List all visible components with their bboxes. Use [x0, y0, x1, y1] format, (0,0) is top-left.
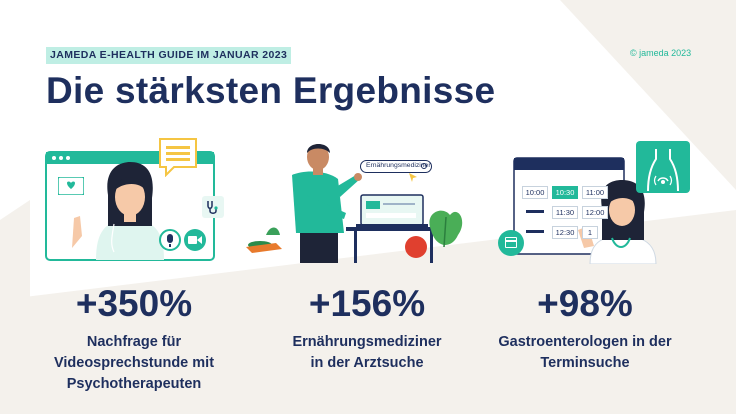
time-slot-selected[interactable]: 10:30	[552, 186, 578, 199]
search-query: Ernährungsmediziner	[366, 162, 431, 169]
search-box[interactable]: Ernährungsmediziner	[360, 160, 432, 173]
stat-line: Terminsuche	[540, 355, 630, 371]
page-title: Die stärksten Ergebnisse	[46, 70, 496, 111]
stat-nutrition-doctor: +156% Ernährungsmediziner in der Arztsuc…	[252, 284, 482, 374]
stat-value: +98%	[537, 283, 633, 324]
copyright-note: © jameda 2023	[630, 48, 692, 58]
guide-tag: JAMEDA E-HEALTH GUIDE IM JANUAR 2023	[46, 47, 292, 64]
video-camera-icon[interactable]	[184, 229, 206, 251]
cursor-icon	[409, 173, 417, 182]
stat-value: +350%	[75, 283, 193, 324]
stat-line: Psychotherapeuten	[66, 376, 202, 392]
chat-bubble-icon	[159, 138, 197, 177]
stat-value: +156%	[308, 283, 426, 324]
stat-line: Gastroenterologen in der	[498, 334, 672, 350]
stethoscope-icon	[202, 196, 224, 218]
calendar-icon	[498, 230, 524, 256]
stat-description: Ernährungsmediziner in der Arztsuche	[252, 332, 482, 374]
stat-line: Videosprechstunde mit	[53, 355, 215, 371]
body-scan-icon	[636, 141, 690, 193]
stat-description: Nachfrage für Videosprechstunde mit Psyc…	[19, 332, 249, 395]
microphone-icon[interactable]	[159, 229, 181, 251]
stat-description: Gastroenterologen in der Terminsuche	[470, 332, 700, 374]
slot-placeholder	[526, 230, 544, 233]
time-slot[interactable]: 12:30	[552, 226, 578, 239]
stat-video-consultation: +350% Nachfrage für Videosprechstunde mi…	[19, 284, 249, 395]
time-slot[interactable]: 11:30	[552, 206, 578, 219]
time-slot[interactable]: 10:00	[522, 186, 548, 199]
time-slot[interactable]: 11:00	[582, 186, 608, 199]
stat-line: in der Arztsuche	[310, 355, 424, 371]
nutrition-search-illustration	[246, 144, 463, 263]
time-slot[interactable]: 12:00	[582, 206, 608, 219]
heart-monitor-icon	[58, 177, 84, 195]
time-slot[interactable]: 1	[582, 226, 598, 239]
stat-gastroenterologist: +98% Gastroenterologen in der Terminsuch…	[470, 284, 700, 374]
search-icon	[421, 163, 427, 169]
stat-line: Nachfrage für	[86, 334, 182, 350]
slot-placeholder	[526, 210, 544, 213]
stat-line: Ernährungsmediziner	[292, 334, 442, 350]
